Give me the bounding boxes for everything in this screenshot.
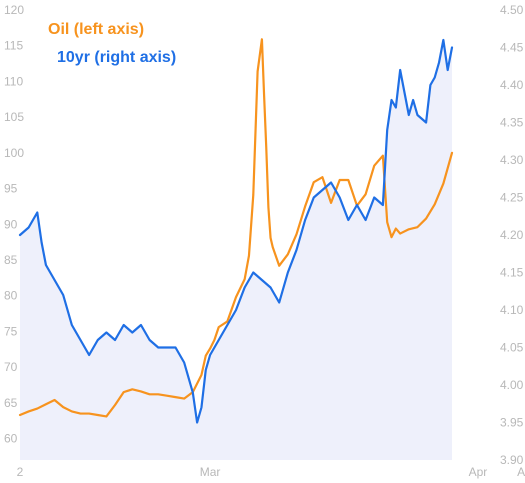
series-layer — [18, 38, 454, 460]
left-axis-tick-label: 65 — [4, 396, 18, 410]
left-axis-tick-label: 85 — [4, 253, 18, 267]
series-line-oil — [18, 38, 454, 418]
right-axis-tick-label: 4.10 — [500, 303, 524, 317]
legend-oil: Oil (left axis) — [48, 21, 144, 38]
right-axis-tick-label: 4.30 — [500, 153, 524, 167]
plot-area: 60 65 70 75 80 85 90 95 100 105 110 115 120 3.90 3.95… — [4, 3, 525, 479]
left-axis-ticks: 60 65 70 75 80 85 90 95 100 105 110 115 120 — [4, 3, 24, 446]
right-axis-tick-label: 4.35 — [500, 116, 524, 130]
left-axis-tick-label: 90 — [4, 217, 18, 231]
x-axis-tick-label: Apr — [469, 465, 488, 479]
x-axis-tick-label: 2 — [17, 465, 24, 479]
left-axis-tick-label: 120 — [4, 3, 24, 17]
series-line-10yr — [18, 38, 454, 424]
right-axis-tick-label: 4.00 — [500, 378, 524, 392]
x-axis-ticks: 2 Mar Apr A — [17, 465, 525, 479]
left-axis-tick-label: 105 — [4, 110, 24, 124]
left-axis-tick-label: 80 — [4, 289, 18, 303]
right-axis-tick-label: 4.15 — [500, 266, 524, 280]
right-axis-tick-label: 4.05 — [500, 341, 524, 355]
right-axis-tick-label: 3.95 — [500, 416, 524, 430]
right-axis-ticks: 3.90 3.95 4.00 4.05 4.10 4.15 4.20 4.25 4.30 4.35… — [500, 3, 524, 467]
left-axis-tick-label: 95 — [4, 182, 18, 196]
left-axis-tick-label: 110 — [4, 74, 23, 88]
left-axis-tick-label: 70 — [4, 360, 18, 374]
right-axis-tick-label: 4.20 — [500, 228, 524, 242]
left-axis-tick-label: 100 — [4, 146, 24, 160]
right-axis-tick-label: 4.45 — [500, 41, 524, 55]
left-axis-tick-label: 115 — [4, 39, 23, 53]
right-axis-tick-label: 4.25 — [500, 191, 524, 205]
right-axis-tick-label: 4.40 — [500, 78, 524, 92]
x-axis-tick-label: A — [517, 465, 525, 479]
series-area-10yr — [20, 40, 452, 460]
left-axis-tick-label: 60 — [4, 432, 18, 446]
legend-10yr: 10yr (right axis) — [57, 49, 176, 66]
left-axis-tick-label: 75 — [4, 324, 18, 338]
right-axis-tick-label: 4.50 — [500, 3, 524, 17]
right-axis-tick-label: 3.90 — [500, 453, 524, 467]
x-axis-tick-label: Mar — [200, 465, 221, 479]
legend: Oil (left axis) 10yr (right axis) — [48, 21, 176, 66]
